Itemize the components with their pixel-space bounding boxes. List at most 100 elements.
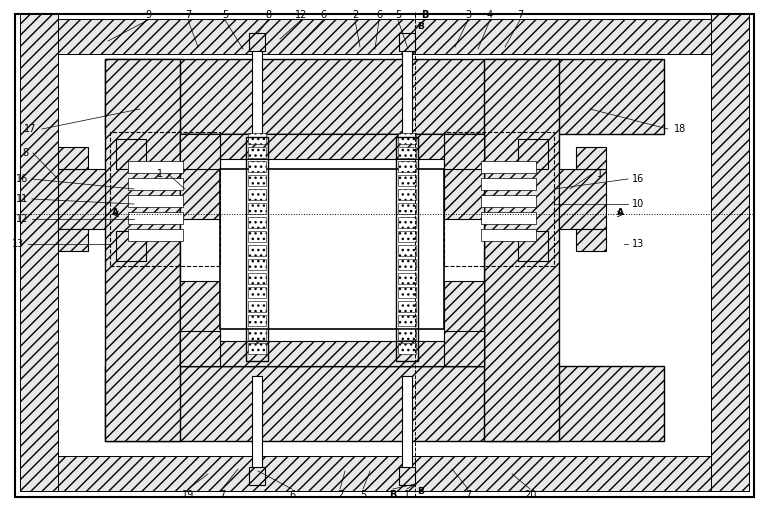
Bar: [180, 341, 484, 366]
Bar: [398, 217, 416, 228]
Bar: [399, 33, 415, 51]
Bar: [518, 231, 548, 261]
Bar: [398, 147, 416, 158]
Text: 7: 7: [219, 490, 225, 500]
Bar: [402, 39, 412, 134]
Text: 17: 17: [24, 124, 36, 134]
Bar: [248, 147, 266, 158]
Bar: [399, 467, 415, 485]
Bar: [398, 203, 416, 214]
Bar: [128, 161, 183, 173]
Bar: [248, 315, 266, 326]
Text: 3: 3: [465, 10, 471, 20]
Text: 11: 11: [16, 194, 28, 204]
Text: 5: 5: [222, 10, 228, 20]
Text: 12: 12: [295, 10, 307, 20]
Bar: [180, 159, 220, 219]
Bar: [249, 33, 265, 51]
Text: 6: 6: [289, 490, 295, 500]
Bar: [249, 467, 265, 485]
Bar: [398, 259, 416, 270]
Bar: [398, 189, 416, 200]
Bar: [248, 175, 266, 186]
Bar: [116, 231, 146, 261]
Bar: [252, 376, 262, 471]
Text: 7: 7: [465, 490, 471, 500]
Bar: [518, 139, 548, 169]
Bar: [105, 366, 664, 441]
Text: 2: 2: [337, 490, 343, 500]
Bar: [398, 343, 416, 354]
Bar: [484, 59, 559, 441]
Bar: [180, 134, 484, 159]
Text: 1: 1: [404, 490, 410, 500]
Bar: [576, 229, 606, 251]
Bar: [58, 229, 88, 251]
Bar: [481, 212, 536, 224]
Bar: [180, 331, 220, 366]
Text: B: B: [417, 487, 424, 495]
Text: 6: 6: [320, 10, 326, 20]
Bar: [110, 132, 220, 266]
Bar: [248, 343, 266, 354]
Text: 1: 1: [597, 169, 603, 179]
Text: 16: 16: [632, 174, 644, 184]
Text: 5: 5: [394, 10, 401, 20]
Text: 7: 7: [185, 10, 191, 20]
Bar: [711, 14, 749, 491]
Bar: [481, 161, 536, 173]
Bar: [58, 147, 88, 169]
Bar: [248, 161, 266, 172]
Bar: [398, 175, 416, 186]
Bar: [248, 203, 266, 214]
Text: B: B: [421, 10, 428, 20]
Text: 12: 12: [16, 214, 28, 224]
Text: 1: 1: [157, 169, 163, 179]
Text: 16: 16: [16, 174, 28, 184]
Bar: [248, 273, 266, 284]
Bar: [402, 376, 412, 471]
Bar: [248, 301, 266, 312]
Text: 19: 19: [182, 490, 194, 500]
Text: B: B: [389, 490, 397, 500]
Bar: [576, 147, 606, 169]
Bar: [220, 169, 444, 329]
Bar: [398, 231, 416, 242]
Bar: [180, 134, 484, 366]
Bar: [180, 281, 220, 341]
Bar: [248, 245, 266, 256]
Bar: [398, 301, 416, 312]
Bar: [248, 287, 266, 298]
Bar: [481, 178, 536, 190]
Text: 9: 9: [145, 10, 151, 20]
Bar: [20, 19, 749, 54]
Bar: [248, 231, 266, 242]
Bar: [128, 178, 183, 190]
Text: 2: 2: [352, 10, 358, 20]
Text: 4: 4: [487, 10, 493, 20]
Bar: [398, 273, 416, 284]
Bar: [444, 134, 484, 169]
Text: 6: 6: [376, 10, 382, 20]
Bar: [248, 217, 266, 228]
Text: 18: 18: [674, 124, 686, 134]
Bar: [398, 287, 416, 298]
Text: 5: 5: [360, 490, 366, 500]
Bar: [481, 229, 536, 241]
Bar: [398, 245, 416, 256]
Bar: [444, 159, 484, 219]
Text: A: A: [617, 208, 624, 216]
Bar: [248, 329, 266, 340]
Text: B: B: [417, 21, 424, 31]
Bar: [58, 169, 105, 229]
Text: 8: 8: [22, 148, 28, 158]
Bar: [252, 39, 262, 134]
Bar: [20, 14, 58, 491]
Bar: [116, 139, 146, 169]
Bar: [444, 281, 484, 341]
Bar: [248, 259, 266, 270]
Bar: [128, 195, 183, 207]
Bar: [398, 329, 416, 340]
Bar: [398, 133, 416, 144]
Text: 7: 7: [517, 10, 523, 20]
